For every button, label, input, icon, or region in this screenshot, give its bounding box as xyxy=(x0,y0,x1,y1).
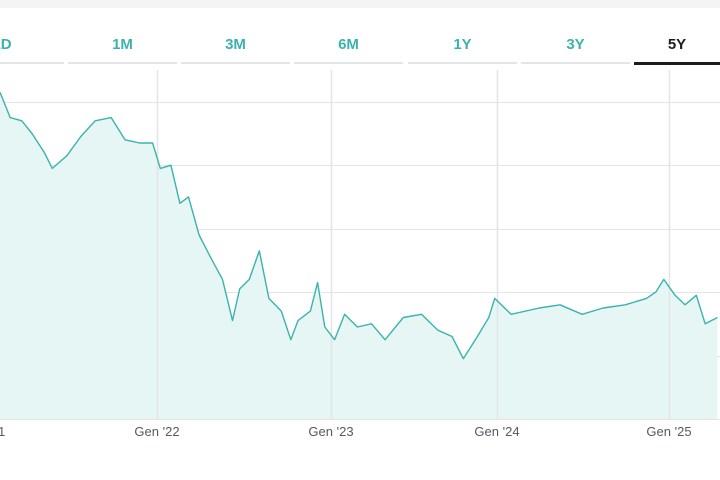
tab-label: 3M xyxy=(225,36,246,53)
x-tick-label: Gen '24 xyxy=(474,424,519,439)
price-area xyxy=(0,92,718,419)
tab-label: 6M xyxy=(338,36,359,53)
tab-label: 1M xyxy=(112,36,133,53)
x-tick-label: Gen '22 xyxy=(134,424,179,439)
x-tick-label: Gen '23 xyxy=(308,424,353,439)
tab-5y[interactable]: 5Y xyxy=(634,30,720,66)
x-tick-label: Gen '25 xyxy=(646,424,691,439)
tab-1m[interactable]: 1M xyxy=(68,30,177,66)
tab-1d[interactable]: 1D xyxy=(0,30,64,66)
tab-label: 5Y xyxy=(667,36,687,53)
price-chart[interactable]: 1 Gen '22 Gen '23 Gen '24 Gen '25 xyxy=(0,70,720,450)
tab-label: 1D xyxy=(0,36,12,53)
price-line xyxy=(0,91,718,360)
top-strip xyxy=(0,0,720,8)
range-tabs: 1D 1M 3M 6M 1Y 3Y 5Y xyxy=(0,30,720,66)
tab-6m[interactable]: 6M xyxy=(294,30,403,66)
x-tick-label: 1 xyxy=(0,424,5,439)
tab-3y[interactable]: 3Y xyxy=(521,30,630,66)
tab-3m[interactable]: 3M xyxy=(181,30,290,66)
tab-label: 1Y xyxy=(453,36,472,53)
tab-label: 3Y xyxy=(566,36,585,53)
tab-1y[interactable]: 1Y xyxy=(408,30,517,66)
